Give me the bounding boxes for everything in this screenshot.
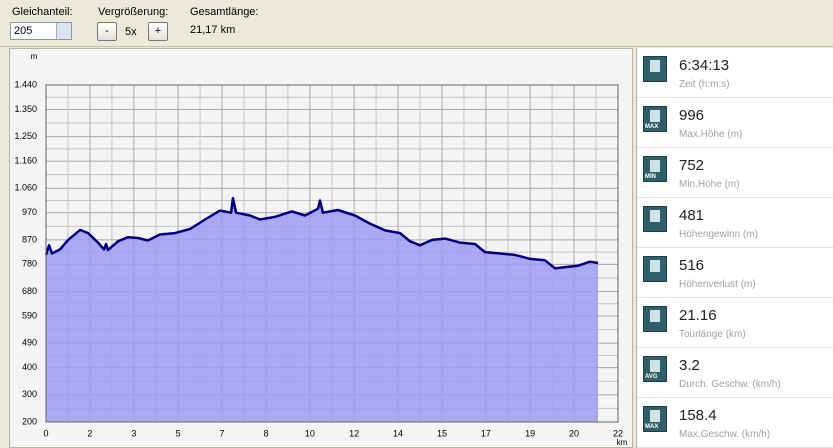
y-tick-label: 870 [22,234,37,244]
stat-badge: AVG [645,374,658,380]
stat-label: Zeit (h:m:s) [679,79,730,90]
x-tick-label: 7 [220,428,225,438]
elevation-line [44,196,599,270]
zoom-out-button[interactable]: - [97,22,117,41]
stat-badge: MIN [645,174,656,180]
offset-spinner[interactable]: 205 [10,22,72,40]
stats-panel: 6:34:13 Zeit (h:m:s) MAX 996 Max.Höhe (m) MIN… [636,48,833,448]
length-label: Gesamtlänge: [190,6,259,18]
x-tick-label: 22 [613,428,623,438]
x-tick-label: 19 [525,428,535,438]
stat-row: 516 Höhenverlust (m) [637,248,833,298]
icon-glyph [650,60,660,72]
stat-row: AVG 3.2 Durch. Geschw. (km/h) [637,348,833,398]
zoom-in-button[interactable]: + [148,22,168,41]
stat-icon [643,56,667,82]
zoom-label: Vergrößerung: [98,6,169,18]
stat-icon: MIN [643,156,667,182]
icon-glyph [650,110,660,122]
x-tick-label: 20 [569,428,579,438]
y-tick-label: 300 [22,389,37,399]
y-tick-label: 780 [22,259,37,269]
stat-icon: AVG [643,356,667,382]
x-tick-label: 17 [481,428,491,438]
x-tick-label: 5 [176,428,181,438]
icon-glyph [650,310,660,322]
toolbar: Gleichanteil: 205 Vergrößerung: - 5x + G… [0,0,833,47]
x-tick-label: 0 [43,428,48,438]
stat-row: 6:34:13 Zeit (h:m:s) [637,48,833,98]
stat-label: Durch. Geschw. (km/h) [679,379,781,390]
x-tick-label: 14 [393,428,403,438]
plot-border [45,84,619,423]
stat-label: Max.Höhe (m) [679,129,743,140]
stat-icon: MAX [643,406,667,432]
x-tick-label: 10 [305,428,315,438]
spinner-arrows[interactable] [56,23,71,39]
y-axis-unit: m [31,52,38,61]
icon-glyph [650,260,660,272]
y-tick-label: 400 [22,362,37,372]
stat-value: 3.2 [679,357,700,374]
stat-icon [643,306,667,332]
zoom-value: 5x [125,26,137,38]
stat-icon [643,256,667,282]
y-tick-label: 680 [22,286,37,296]
stat-icon [643,206,667,232]
y-tick-label: 590 [22,310,37,320]
y-tick-label: 1.060 [14,183,37,193]
x-tick-label: 15 [437,428,447,438]
chart-panel: 200 300 400 490 590 680 780 870 970 1.060 1.160 1.2… [9,48,633,448]
y-tick-label: 1.250 [14,131,37,141]
stat-icon: MAX [643,106,667,132]
y-tick-label: 490 [22,338,37,348]
x-tick-label: 3 [131,428,136,438]
stat-label: Min.Höhe (m) [679,179,740,190]
stat-label: Höhengewinn (m) [679,229,758,240]
stat-row: MIN 752 Min.Höhe (m) [637,148,833,198]
stat-value: 996 [679,107,705,124]
stat-row: MAX 996 Max.Höhe (m) [637,98,833,148]
y-tick-label: 1.350 [14,104,37,114]
y-tick-label: 970 [22,207,37,217]
stat-value: 21.16 [679,307,717,324]
stat-value: 752 [679,157,705,174]
stat-label: Tourlänge (km) [679,329,746,340]
elevation-area [46,198,598,422]
x-axis-unit: km [617,438,628,447]
offset-value: 205 [14,25,33,37]
stat-row: 21.16 Tourlänge (km) [637,298,833,348]
length-value: 21,17 km [190,24,236,36]
stat-badge: MAX [645,124,659,130]
icon-glyph [650,160,660,172]
stat-badge: MAX [645,424,659,430]
stat-row: 481 Höhengewinn (m) [637,198,833,248]
icon-glyph [650,360,660,372]
offset-label: Gleichanteil: [12,6,73,18]
stat-value: 158.4 [679,407,717,424]
y-tick-label: 1.160 [14,155,37,165]
stat-label: Höhenverlust (m) [679,279,756,290]
stat-value: 6:34:13 [679,57,730,74]
icon-glyph [650,410,660,422]
y-tick-label: 200 [22,416,37,426]
x-tick-label: 12 [349,428,359,438]
stat-row: MAX 158.4 Max.Geschw. (km/h) [637,398,833,448]
stat-label: Max.Geschw. (km/h) [679,429,771,440]
x-tick-label: 8 [263,428,268,438]
stat-value: 481 [679,207,705,224]
stat-value: 516 [679,257,705,274]
y-tick-label: 1.440 [14,79,37,89]
icon-glyph [650,210,660,222]
x-tick-label: 2 [87,428,92,438]
chart: 2003004004905906807808709701.0601.1601.2… [14,52,628,447]
